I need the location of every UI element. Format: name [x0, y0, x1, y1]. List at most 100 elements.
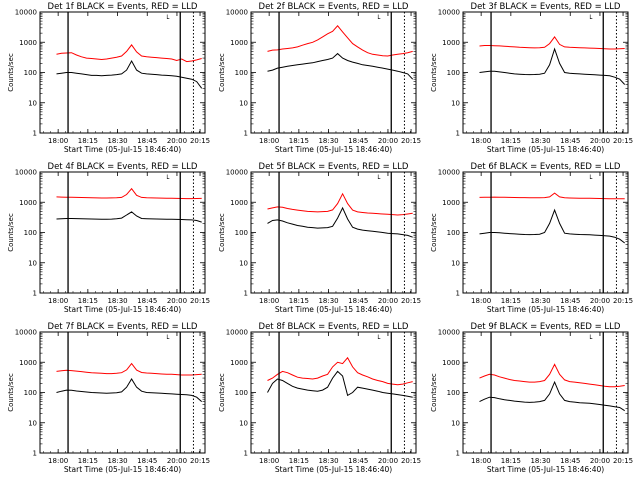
x-axis-label: Start Time (05-Jul-15 18:46:40) — [64, 145, 181, 154]
x-tick-label: 20:15 — [613, 137, 633, 145]
y-tick-label: 10000 — [226, 329, 248, 337]
y-tick-label: 1000 — [19, 199, 37, 207]
x-tick-label: 18:45 — [348, 297, 368, 305]
y-tick-label: 100 — [24, 389, 37, 397]
y-tick-label: 10000 — [226, 9, 248, 17]
panel-title: Det 4f BLACK = Events, RED = LLD — [48, 162, 198, 172]
series-events-line — [479, 47, 626, 85]
series-events-line — [56, 211, 202, 223]
panel-1: Det 1f BLACK = Events, RED = LLD └ 1 10 100 1… — [7, 2, 210, 154]
y-tick-label: 10 — [28, 419, 37, 427]
y-tick-label: 10 — [451, 99, 460, 107]
x-tick-label: 18:15 — [289, 297, 309, 305]
panel-title: Det 6f BLACK = Events, RED = LLD — [471, 162, 621, 172]
y-tick-label: 1000 — [230, 359, 248, 367]
y-axis-label: Counts/sec — [218, 53, 226, 92]
y-tick-label: 1000 — [442, 359, 460, 367]
y-tick-label: 100 — [24, 229, 37, 237]
x-axis-label: Start Time (05-Jul-15 18:46:40) — [275, 465, 392, 474]
y-tick-label: 1000 — [230, 199, 248, 207]
x-tick-label: 20:00 — [167, 457, 187, 465]
x-axis-label: Start Time (05-Jul-15 18:46:40) — [487, 145, 604, 154]
x-tick-label: 18:30 — [530, 137, 550, 145]
series-lld-line — [479, 36, 625, 50]
legend-mark: └ — [165, 334, 170, 343]
panel-8: Det 8f BLACK = Events, RED = LLD └ 1 10 100 1… — [218, 322, 421, 474]
x-tick-label: 18:15 — [289, 457, 309, 465]
x-tick-label: 20:15 — [401, 137, 421, 145]
x-tick-label: 18:15 — [289, 137, 309, 145]
x-axis-label: Start Time (05-Jul-15 18:46:40) — [64, 465, 181, 474]
legend-mark: └ — [588, 334, 593, 343]
x-tick-label: 18:15 — [78, 137, 98, 145]
x-tick-label: 20:00 — [590, 137, 610, 145]
x-tick-label: 18:00 — [471, 137, 491, 145]
x-tick-label: 18:45 — [137, 457, 157, 465]
panel-title: Det 7f BLACK = Events, RED = LLD — [48, 322, 198, 332]
y-axis-label: Counts/sec — [430, 53, 438, 92]
series-events-line — [56, 378, 203, 402]
panel-title: Det 9f BLACK = Events, RED = LLD — [471, 322, 621, 332]
x-tick-label: 18:45 — [560, 457, 580, 465]
y-tick-label: 10 — [28, 99, 37, 107]
panel-3: Det 3f BLACK = Events, RED = LLD └ 1 10 100 1… — [430, 2, 633, 154]
y-tick-label: 1 — [33, 290, 37, 298]
series-lld-line — [56, 362, 202, 376]
y-tick-label: 100 — [235, 389, 248, 397]
y-tick-label: 100 — [447, 69, 460, 77]
series-lld-line — [479, 192, 625, 200]
x-tick-label: 20:00 — [378, 297, 398, 305]
legend-mark: └ — [376, 334, 381, 343]
y-tick-label: 1 — [456, 450, 460, 458]
x-axis-label: Start Time (05-Jul-15 18:46:40) — [275, 305, 392, 314]
y-tick-label: 100 — [447, 229, 460, 237]
x-tick-label: 18:30 — [318, 137, 338, 145]
x-tick-label: 18:45 — [137, 297, 157, 305]
y-tick-label: 100 — [235, 69, 248, 77]
series-lld-line — [267, 25, 413, 57]
y-tick-label: 10 — [239, 259, 248, 267]
y-axis-label: Counts/sec — [430, 213, 438, 252]
x-tick-label: 18:30 — [107, 297, 127, 305]
x-tick-label: 18:30 — [318, 457, 338, 465]
panel-9: Det 9f BLACK = Events, RED = LLD └ 1 10 100 1… — [430, 322, 633, 474]
y-axis-label: Counts/sec — [7, 53, 15, 92]
series-events-line — [56, 59, 203, 89]
x-tick-label: 20:15 — [190, 297, 210, 305]
series-events-line — [479, 208, 626, 244]
x-tick-label: 20:00 — [378, 137, 398, 145]
y-tick-label: 10 — [451, 259, 460, 267]
legend-mark: └ — [376, 14, 381, 23]
y-tick-label: 100 — [24, 69, 37, 77]
y-tick-label: 10000 — [15, 329, 37, 337]
x-tick-label: 18:00 — [48, 137, 68, 145]
x-axis-label: Start Time (05-Jul-15 18:46:40) — [487, 465, 604, 474]
y-tick-label: 1 — [244, 290, 248, 298]
y-axis-label: Counts/sec — [7, 213, 15, 252]
y-tick-label: 1 — [244, 130, 248, 138]
x-tick-label: 20:00 — [167, 297, 187, 305]
x-tick-label: 20:00 — [590, 457, 610, 465]
series-events-line — [267, 52, 414, 80]
y-tick-label: 1000 — [442, 39, 460, 47]
series-lld-line — [267, 356, 413, 386]
y-tick-label: 1 — [456, 290, 460, 298]
legend-mark: └ — [376, 174, 381, 183]
panel-5: Det 5f BLACK = Events, RED = LLD └ 1 10 100 1… — [218, 162, 421, 314]
y-tick-label: 100 — [447, 389, 460, 397]
panel-title: Det 2f BLACK = Events, RED = LLD — [259, 2, 409, 12]
panel-2: Det 2f BLACK = Events, RED = LLD └ 1 10 100 1… — [218, 2, 421, 154]
panel-title: Det 3f BLACK = Events, RED = LLD — [471, 2, 621, 12]
y-tick-label: 1000 — [230, 39, 248, 47]
x-tick-label: 18:15 — [501, 297, 521, 305]
panel-title: Det 1f BLACK = Events, RED = LLD — [48, 2, 198, 12]
x-axis-label: Start Time (05-Jul-15 18:46:40) — [64, 305, 181, 314]
y-tick-label: 10000 — [438, 329, 460, 337]
series-events-line — [267, 206, 413, 238]
x-tick-label: 20:15 — [401, 457, 421, 465]
x-tick-label: 18:45 — [560, 297, 580, 305]
x-tick-label: 20:15 — [190, 457, 210, 465]
series-lld-line — [56, 187, 202, 200]
panel-title: Det 5f BLACK = Events, RED = LLD — [259, 162, 409, 172]
